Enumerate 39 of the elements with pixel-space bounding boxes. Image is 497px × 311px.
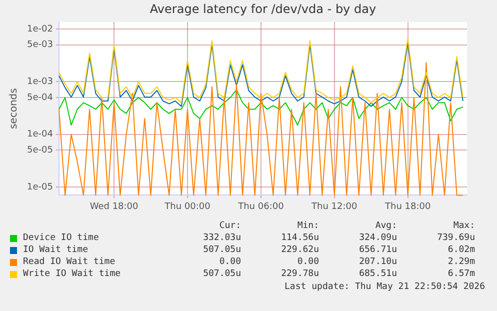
text: Cur: — [218, 220, 241, 232]
text: Min: — [296, 220, 319, 232]
y-tick-label: 5e-05 — [26, 146, 53, 156]
text: 114.56u — [280, 232, 319, 244]
text: 229.62u — [280, 244, 319, 256]
text: 739.69u — [436, 232, 475, 244]
legend-label: IO Wait time — [23, 244, 90, 256]
y-tick-label: 1e-03 — [26, 77, 53, 88]
text: 656.71u — [358, 244, 397, 256]
text: Last update: Thu May 21 22:50:54 2026 — [284, 282, 485, 292]
x-tick-label: Thu 00:00 — [164, 202, 211, 212]
y-tick-label: 1e-05 — [26, 182, 53, 192]
text: 0.00 — [296, 256, 319, 268]
text: 0.00 — [218, 256, 241, 268]
text: 332.03u — [202, 232, 241, 244]
text: 324.09u — [358, 232, 397, 244]
text: Max: — [452, 220, 475, 232]
legend-label: Write IO Wait time — [23, 268, 122, 280]
x-tick-label: Thu 18:00 — [384, 202, 431, 212]
legend-label: Device IO time — [23, 232, 100, 244]
text: 507.05u — [202, 244, 241, 256]
text: 507.05u — [202, 268, 241, 280]
text: Avg: — [374, 220, 397, 232]
text: 6.02m — [446, 244, 475, 256]
text: 229.78u — [280, 268, 319, 280]
y-tick-label: 5e-04 — [26, 92, 54, 103]
text: 207.10u — [358, 256, 397, 268]
y-tick-label: 5e-03 — [26, 40, 53, 50]
x-tick-label: Thu 06:00 — [237, 202, 284, 212]
y-tick-label: 1e-02 — [26, 24, 53, 34]
chart-title: Average latency for /dev/vda - by day — [150, 2, 376, 16]
legend-label: Read IO Wait time — [23, 256, 116, 268]
text: 685.51u — [358, 268, 397, 280]
y-axis-title: seconds — [8, 88, 20, 130]
x-tick-label: Wed 18:00 — [90, 202, 139, 212]
text: 6.57m — [446, 268, 475, 280]
text: 2.29m — [446, 256, 475, 268]
y-tick-label: 1e-04 — [26, 130, 54, 140]
x-tick-label: Thu 12:00 — [310, 202, 358, 212]
